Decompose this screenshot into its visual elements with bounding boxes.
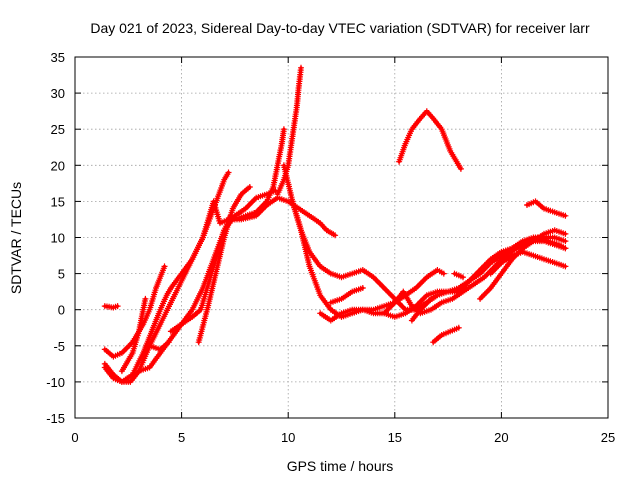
series-markers xyxy=(101,194,339,385)
series-markers xyxy=(381,267,447,317)
y-tick-label: 35 xyxy=(51,50,65,65)
series-markers xyxy=(101,303,121,311)
series-markers xyxy=(327,285,366,306)
series-sat-16 xyxy=(381,267,447,317)
series-markers xyxy=(146,339,172,353)
series-sat-01 xyxy=(101,194,339,385)
x-tick-label: 20 xyxy=(494,430,508,445)
series-markers xyxy=(487,248,569,277)
series-sat-18 xyxy=(396,108,464,172)
x-tick-label: 0 xyxy=(71,430,78,445)
y-axis-label: SDTVAR / TECUs xyxy=(8,182,24,294)
series-sat-22 xyxy=(487,248,569,277)
y-tick-label: -15 xyxy=(46,411,65,426)
series-markers xyxy=(231,126,287,223)
series-markers xyxy=(396,108,464,172)
x-tick-label: 10 xyxy=(281,430,295,445)
grid xyxy=(75,57,608,418)
x-axis-label: GPS time / hours xyxy=(287,458,394,474)
x-tick-label: 5 xyxy=(178,430,185,445)
series-markers xyxy=(118,295,149,375)
series-sat-17 xyxy=(408,295,434,324)
series-sat-11 xyxy=(274,64,304,198)
series-sat-20 xyxy=(451,270,466,281)
series-sat-02 xyxy=(101,169,232,385)
series-sat-06 xyxy=(118,295,149,375)
series-sat-09 xyxy=(167,212,234,335)
series-markers xyxy=(451,270,466,281)
series-sat-19 xyxy=(430,324,462,346)
x-tick-label: 25 xyxy=(601,430,615,445)
series-sat-14 xyxy=(317,238,569,324)
y-tick-label: 20 xyxy=(51,158,65,173)
y-tick-label: -5 xyxy=(53,339,65,354)
chart-title: Day 021 of 2023, Sidereal Day-to-day VTE… xyxy=(90,20,590,36)
y-tick-label: 0 xyxy=(58,303,65,318)
series-sat-15 xyxy=(327,285,366,306)
series-sat-10 xyxy=(231,126,287,223)
y-tick-label: -10 xyxy=(46,375,65,390)
series-sat-23 xyxy=(524,198,569,219)
y-tick-label: 25 xyxy=(51,122,65,137)
series-markers xyxy=(477,227,569,302)
series-markers xyxy=(524,198,569,219)
y-tick-label: 5 xyxy=(58,267,65,282)
series-markers xyxy=(167,212,234,335)
series-markers xyxy=(430,324,462,346)
series-markers xyxy=(408,295,434,324)
y-tick-label: 15 xyxy=(51,194,65,209)
series-sat-07 xyxy=(146,339,172,353)
series-markers xyxy=(101,169,232,385)
series-markers xyxy=(317,238,569,324)
y-tick-label: 30 xyxy=(51,86,65,101)
series-sat-05 xyxy=(101,303,121,311)
series-markers xyxy=(274,64,304,198)
y-tick-label: 10 xyxy=(51,231,65,246)
x-tick-label: 15 xyxy=(388,430,402,445)
axis-ticks: 0 5 10 15 20 25 -15 -10 -5 0 5 10 15 20 25 30 35 xyxy=(46,50,615,445)
series-group xyxy=(101,64,569,385)
